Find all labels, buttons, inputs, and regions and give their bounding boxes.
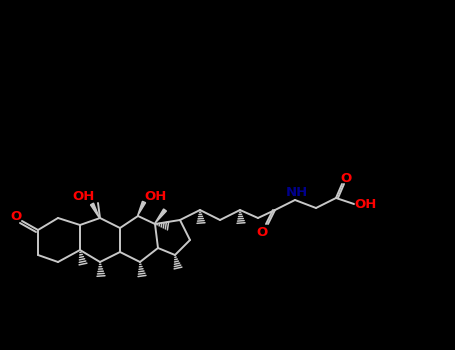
Text: O: O: [256, 225, 268, 238]
Polygon shape: [137, 201, 146, 216]
Text: O: O: [10, 210, 22, 224]
Text: OH: OH: [355, 197, 377, 210]
Polygon shape: [155, 209, 167, 224]
Text: OH: OH: [145, 189, 167, 203]
Text: NH: NH: [286, 186, 308, 198]
Text: OH: OH: [73, 189, 95, 203]
Text: O: O: [340, 172, 352, 184]
Polygon shape: [91, 203, 100, 218]
